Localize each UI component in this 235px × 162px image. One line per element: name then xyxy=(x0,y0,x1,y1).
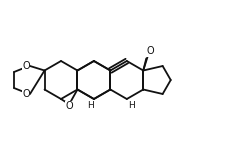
Text: H: H xyxy=(87,100,94,110)
Text: O: O xyxy=(22,89,30,99)
Text: O: O xyxy=(65,101,73,111)
Text: O: O xyxy=(22,61,30,71)
Text: O: O xyxy=(146,46,154,57)
Text: H: H xyxy=(129,100,135,110)
